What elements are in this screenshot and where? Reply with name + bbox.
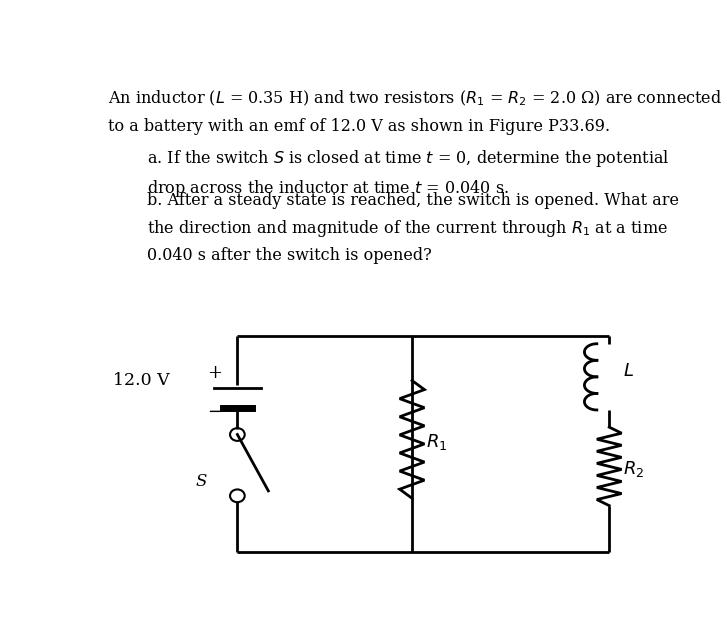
Text: to a battery with an emf of 12.0 V as shown in Figure P33.69.: to a battery with an emf of 12.0 V as sh… [108, 118, 610, 135]
Text: 12.0 V: 12.0 V [113, 372, 170, 389]
Text: $R_1$: $R_1$ [426, 432, 448, 452]
Text: −: − [207, 403, 222, 422]
Text: +: + [207, 364, 222, 382]
Text: $R_2$: $R_2$ [623, 459, 645, 479]
Text: b. After a steady state is reached, the switch is opened. What are
the direction: b. After a steady state is reached, the … [147, 192, 679, 264]
Text: a. If the switch $S$ is closed at time $t$ = 0, determine the potential
drop acr: a. If the switch $S$ is closed at time $… [147, 148, 670, 199]
Text: An inductor ($L$ = 0.35 H) and two resistors ($R_1$ = $R_2$ = 2.0 Ω) are connect: An inductor ($L$ = 0.35 H) and two resis… [108, 89, 722, 108]
Text: $L$: $L$ [623, 362, 634, 380]
Text: S: S [195, 473, 206, 490]
